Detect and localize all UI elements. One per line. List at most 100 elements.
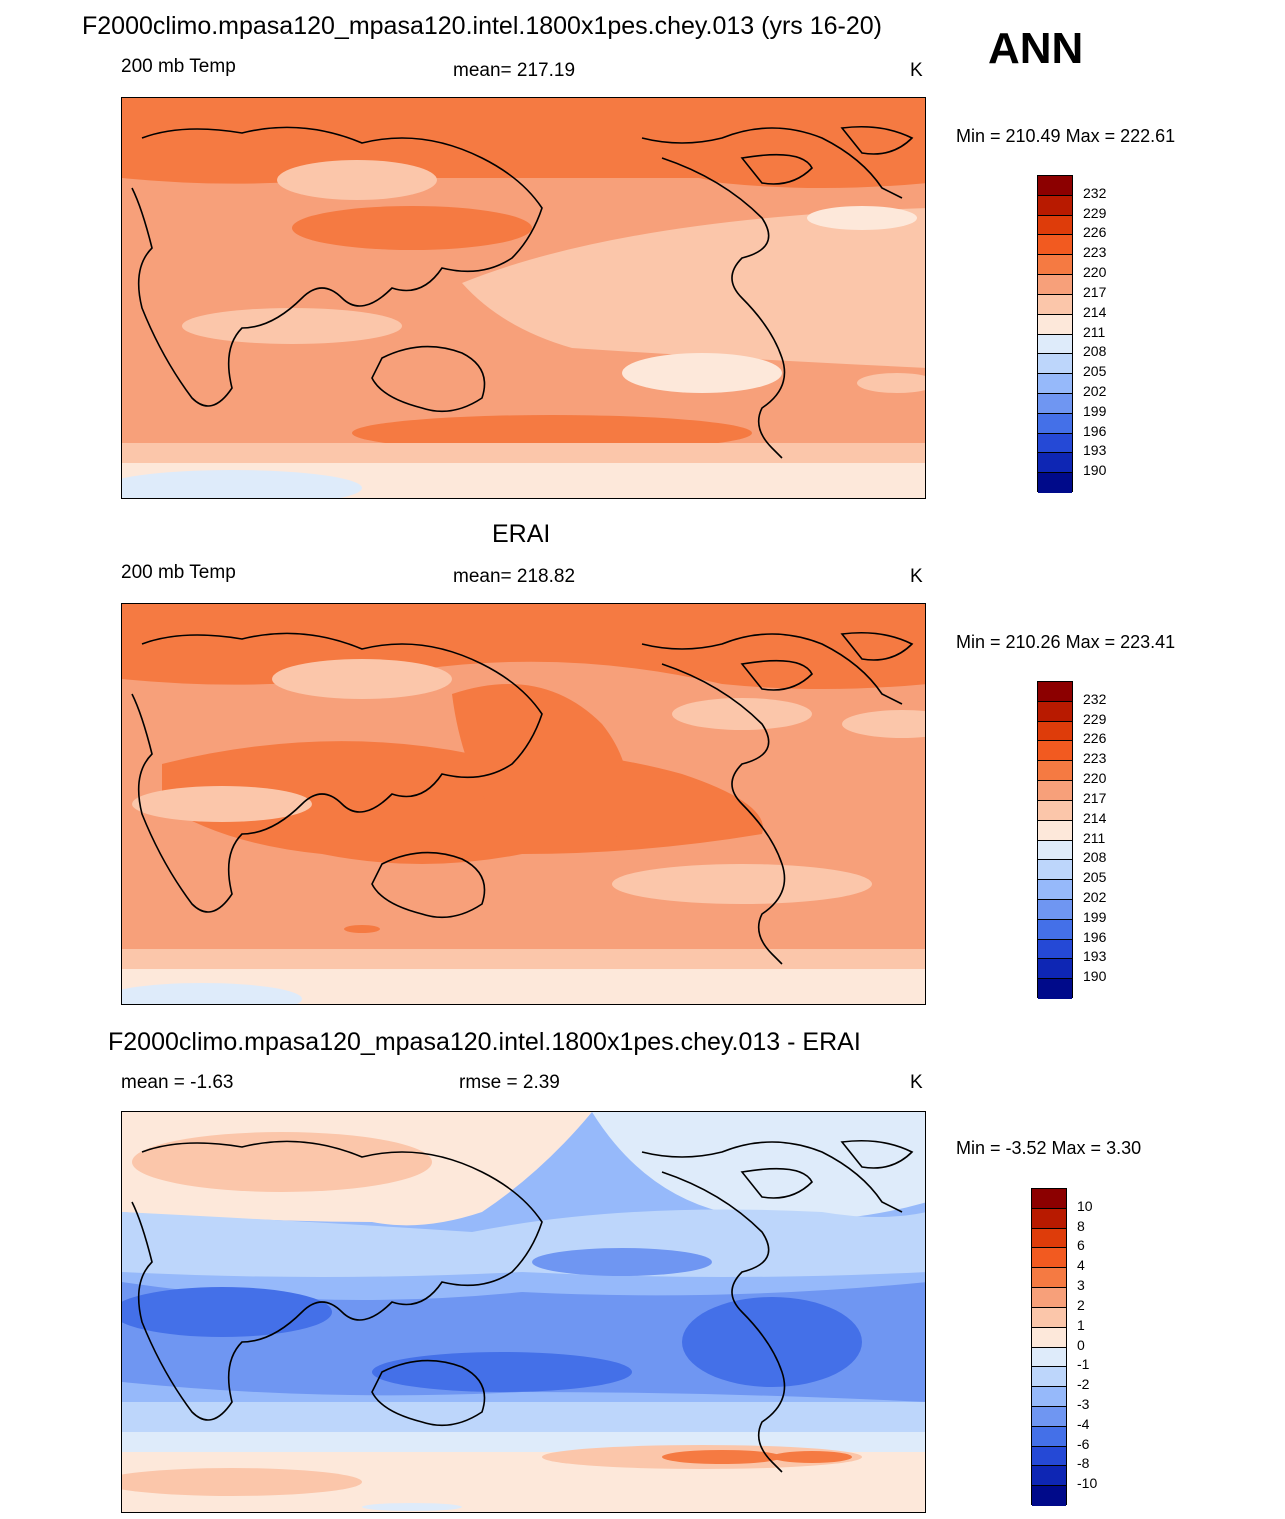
colorbar-swatch [1038,682,1072,702]
colorbar-swatch [1032,1406,1066,1427]
colorbar-swatch [1038,354,1072,375]
colorbar-swatch [1032,1327,1066,1348]
panel3-minmax: Min = -3.52 Max = 3.30 [956,1138,1142,1158]
colorbar-swatch [1038,919,1072,940]
colorbar-tick-label: 196 [1083,928,1107,945]
colorbar-swatch [1032,1228,1066,1249]
panel1-map-svg [122,98,925,498]
panel1-coastlines [131,125,914,459]
colorbar-tick-label: 214 [1083,303,1107,320]
colorbar-swatch [1038,374,1072,394]
panel3-title: F2000climo.mpasa120_mpasa120.intel.1800x… [108,1028,861,1056]
colorbar-tick-label: -10 [1077,1475,1098,1492]
colorbar-tick-label: 202 [1083,888,1107,905]
colorbar-tick-label: 226 [1083,224,1107,241]
panel1-minmax: Min = 210.49 Max = 222.61 [956,126,1176,146]
panel2-variable-label: 200 mb Temp [121,562,236,583]
panel3-units-label: K [910,1072,923,1093]
colorbar-swatch [1032,1426,1066,1447]
colorbar-swatch [1038,453,1072,474]
colorbar-swatch [1038,393,1072,414]
colorbar-tick-label: 196 [1083,422,1107,439]
colorbar-tick-label: 202 [1083,382,1107,399]
colorbar-tick-label: 2 [1077,1296,1085,1313]
colorbar-tick-label: -6 [1077,1435,1090,1452]
colorbar-swatch [1038,899,1072,920]
colorbar-swatch [1038,235,1072,256]
colorbar-swatch [1038,860,1072,881]
colorbar-tick-label: 217 [1083,789,1107,806]
colorbar-tick-label: 208 [1083,343,1107,360]
colorbar-tick-label: 199 [1083,908,1107,925]
panel2-minmax: Min = 210.26 Max = 223.41 [956,632,1176,652]
colorbar-swatch [1038,176,1072,196]
colorbar-swatch [1038,880,1072,900]
colorbar-swatch [1032,1268,1066,1289]
colorbar-swatch [1038,939,1072,960]
colorbar-tick-label: 214 [1083,809,1107,826]
season-label: ANN [988,24,1084,73]
colorbar-tick-label: 10 [1077,1197,1093,1214]
colorbar-swatch [1038,215,1072,236]
colorbar-swatch [1038,820,1072,841]
colorbar-tick-label: -2 [1077,1376,1090,1393]
panel2-map-svg [122,604,925,1004]
colorbar-tick-label: 205 [1083,869,1107,886]
colorbar-swatch [1038,800,1072,821]
colorbar-tick-label: 193 [1083,442,1107,459]
colorbar-tick-label: -4 [1077,1415,1090,1432]
colorbar-tick-label: -3 [1077,1395,1090,1412]
colorbar-tick-label: 8 [1077,1217,1085,1234]
panel3-colorbar [1031,1188,1067,1506]
colorbar-swatch [1032,1466,1066,1487]
main-title: F2000climo.mpasa120_mpasa120.intel.1800x… [82,12,883,40]
colorbar-swatch [1038,761,1072,782]
colorbar-swatch [1038,314,1072,335]
panel2-coastlines [131,631,914,965]
colorbar-swatch [1032,1387,1066,1407]
colorbar-tick-label: -8 [1077,1455,1090,1472]
colorbar-tick-label: 1 [1077,1316,1085,1333]
colorbar-tick-label: 3 [1077,1277,1085,1294]
panel1-units-label: K [910,60,923,81]
colorbar-tick-label: 220 [1083,770,1107,787]
colorbar-swatch [1038,473,1072,493]
colorbar-swatch [1038,840,1072,861]
colorbar-tick-label: 205 [1083,363,1107,380]
panel3-map-svg [122,1112,925,1512]
panel3-rmse-label: rmse = 2.39 [459,1072,560,1093]
colorbar-swatch [1038,334,1072,355]
colorbar-tick-label: -1 [1077,1356,1090,1373]
colorbar-tick-label: 229 [1083,710,1107,727]
colorbar-tick-label: 0 [1077,1336,1085,1353]
panel1-colorbar [1037,175,1073,493]
colorbar-swatch [1032,1486,1066,1506]
colorbar-swatch [1032,1367,1066,1388]
colorbar-swatch [1038,195,1072,216]
colorbar-tick-label: 220 [1083,264,1107,281]
colorbar-tick-label: 232 [1083,690,1107,707]
colorbar-swatch [1032,1248,1066,1269]
panel2-title: ERAI [492,520,551,548]
colorbar-tick-label: 208 [1083,849,1107,866]
colorbar-swatch [1032,1288,1066,1308]
panel1-mean-label: mean= 217.19 [453,60,576,81]
colorbar-tick-label: 223 [1083,244,1107,261]
colorbar-swatch [1032,1189,1066,1209]
panel3-mean-label: mean = -1.63 [121,1072,234,1093]
colorbar-tick-label: 199 [1083,402,1107,419]
colorbar-swatch [1038,781,1072,801]
colorbar-swatch [1038,255,1072,276]
colorbar-tick-label: 190 [1083,462,1107,479]
panel3-coastlines [131,1139,914,1473]
panel1-variable-label: 200 mb Temp [121,56,236,77]
panel3-map [121,1111,926,1513]
colorbar-tick-label: 6 [1077,1237,1085,1254]
colorbar-tick-label: 211 [1083,323,1106,340]
panel2-colorbar [1037,681,1073,999]
colorbar-tick-label: 226 [1083,730,1107,747]
colorbar-tick-label: 4 [1077,1257,1085,1274]
colorbar-swatch [1038,433,1072,454]
colorbar-swatch [1032,1307,1066,1328]
colorbar-tick-label: 229 [1083,204,1107,221]
